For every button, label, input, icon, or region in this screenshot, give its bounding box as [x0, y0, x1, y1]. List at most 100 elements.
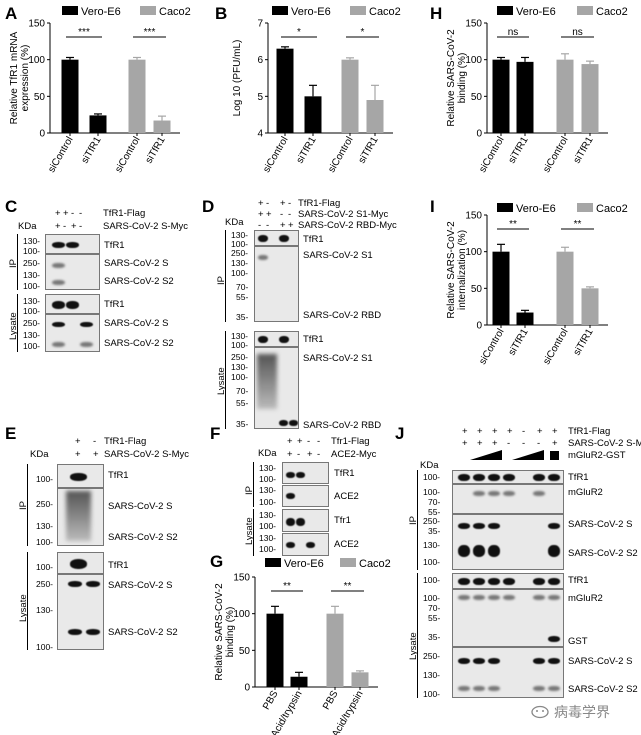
band-label: SARS-CoV-2 S [108, 501, 173, 512]
legend-swatch [577, 203, 593, 212]
band-label: SARS-CoV-2 S2 [568, 684, 638, 695]
cond-label: SARS-CoV-2 S-Myc [568, 438, 641, 449]
y-tick-label: 5 [257, 92, 263, 103]
mw-marker: 130- [23, 330, 41, 340]
bar [581, 64, 599, 133]
cond-sign: + [462, 438, 468, 449]
kda-label: KDa [258, 448, 277, 459]
cond-sign: + [55, 221, 61, 232]
band-label: Tfr1 [334, 515, 351, 526]
cond-sign: + [477, 438, 483, 449]
band-label: SARS-CoV-2 S2 [108, 627, 178, 638]
x-tick-label: siTfR1 [507, 135, 531, 166]
bar [492, 251, 510, 325]
mw-marker: 250- [231, 352, 249, 362]
mw-marker: 70- [236, 386, 249, 396]
mw-marker: 35- [428, 526, 441, 536]
legend-label: Vero-E6 [284, 558, 324, 570]
cond-sign: - [288, 209, 292, 220]
x-tick-label: siControl [261, 135, 290, 175]
cond-label: SARS-CoV-2 S1-Myc [298, 209, 389, 220]
y-axis-label: Relative SARS-CoV-2binding (%) [214, 583, 236, 681]
y-axis-label: Relative SARS-CoV-2binding (%) [446, 29, 468, 127]
x-tick-label: siControl [477, 135, 506, 175]
kda-label: KDa [18, 221, 37, 232]
legend-label: Caco2 [596, 6, 628, 18]
mw-marker: 70- [236, 282, 249, 292]
band-label: TfR1 [104, 240, 125, 251]
significance-label: ** [283, 581, 291, 592]
y-tick-label: 150 [28, 19, 45, 30]
mw-marker: 130- [23, 236, 41, 246]
significance-label: ** [509, 219, 517, 230]
cond-sign: + [492, 426, 498, 437]
cond-sign: + [507, 426, 513, 437]
mw-marker: 130- [231, 230, 249, 240]
virus-logo-icon [531, 705, 549, 719]
band-label: TfR1 [568, 575, 589, 586]
mw-marker: 100- [23, 306, 41, 316]
band-label: ACE2 [334, 491, 359, 502]
x-tick-label: siTfR1 [572, 135, 596, 166]
bar [276, 48, 294, 133]
mw-marker: 100- [36, 537, 54, 547]
cond-sign: - [522, 426, 526, 437]
mw-marker: 130- [259, 463, 277, 473]
cond-sign: - [507, 438, 511, 449]
legend-swatch [265, 558, 281, 567]
legend-label: Vero-E6 [516, 6, 556, 18]
significance-label: ns [508, 27, 519, 38]
y-tick-label: 0 [476, 129, 482, 140]
x-tick-label: PBS [321, 689, 341, 712]
mw-marker: 100- [36, 474, 54, 484]
bar [128, 59, 146, 133]
legend-label: Vero-E6 [291, 6, 331, 18]
x-tick-label: siControl [326, 135, 355, 175]
y-tick-label: 50 [34, 92, 46, 103]
legend-swatch [340, 558, 356, 567]
significance-label: * [297, 27, 301, 38]
lysate-label: Lysate [244, 517, 255, 545]
x-tick-label: siTfR1 [507, 327, 531, 358]
lysate-label: Lysate [408, 632, 419, 660]
cond-sign: - [258, 220, 262, 231]
lysate-label: Lysate [8, 312, 19, 340]
mw-marker: 130- [423, 540, 441, 550]
significance-label: ** [574, 219, 582, 230]
mw-marker: 35- [236, 312, 249, 322]
mw-marker: 100- [36, 642, 54, 652]
mw-marker: 130- [259, 485, 277, 495]
mw-marker: 35- [428, 632, 441, 642]
legend-label: Caco2 [359, 558, 391, 570]
cond-sign: - [317, 449, 321, 460]
gradient-wedge-icon [470, 450, 559, 460]
bar [266, 613, 284, 687]
band-label: SARS-CoV-2 S2 [104, 338, 174, 349]
x-tick-label: siControl [46, 135, 75, 175]
band-label: TfR1 [303, 234, 324, 245]
legend-swatch [577, 6, 593, 15]
band-label: TfR1 [568, 472, 589, 483]
cond-sign: + [93, 449, 99, 460]
mw-marker: 250- [23, 318, 41, 328]
y-axis-label-line: Relative SARS-CoV-2 [446, 29, 457, 127]
band-label: SARS-CoV-2 S [568, 656, 633, 667]
cond-sign: + [477, 426, 483, 437]
bar [341, 59, 359, 133]
cond-sign: - [307, 436, 311, 447]
mw-marker: 130- [259, 533, 277, 543]
y-axis-label: Relative TfR1 mRNAexpression (%) [9, 31, 31, 124]
legend-swatch [272, 6, 288, 15]
bar [351, 672, 369, 687]
ip-label: IP [216, 276, 227, 285]
mw-marker: 250- [23, 258, 41, 268]
significance-label: ns [572, 27, 583, 38]
x-tick-label: siTfR1 [80, 135, 104, 166]
cond-sign: + [75, 449, 81, 460]
cond-sign: - [537, 438, 541, 449]
cond-sign: - [280, 209, 284, 220]
legend-label: Vero-E6 [516, 203, 556, 215]
cond-sign: + [297, 436, 303, 447]
y-tick-label: 50 [471, 92, 483, 103]
cond-sign: + [75, 436, 81, 447]
